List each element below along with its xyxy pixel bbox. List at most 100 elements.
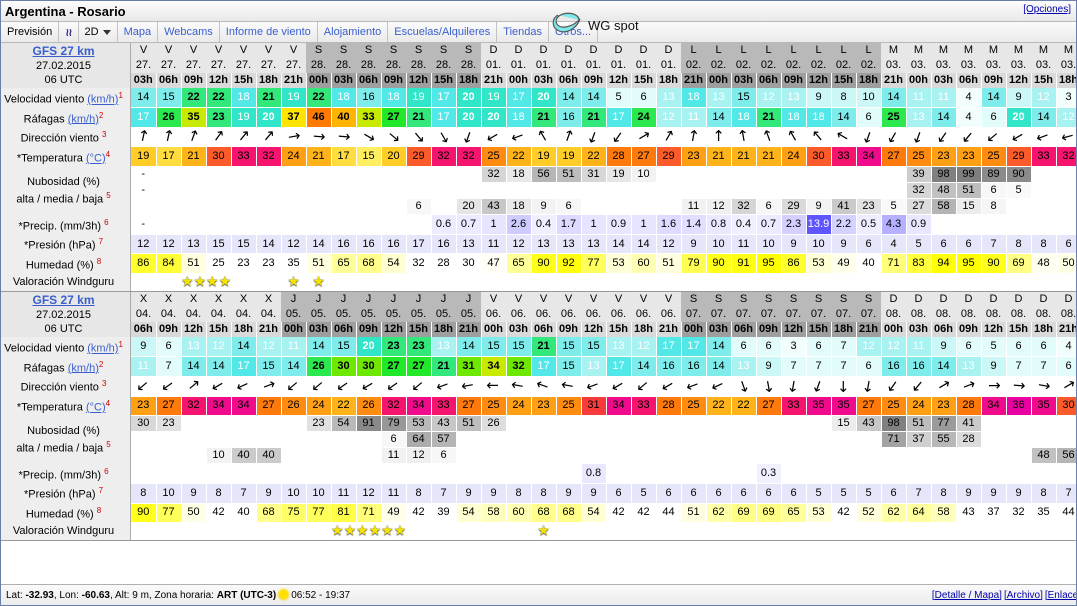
cloud-low-cell [631,198,657,216]
cloud-high-cell: 99 [956,166,982,184]
hour-label: 00h [706,73,732,88]
humidity-cell: 84 [156,253,182,275]
hour-label: 12h [1006,73,1032,88]
day-date: 27. [206,58,231,73]
row-label: *Precip. (mm/3h) 6 [1,463,131,484]
cloud-low-cell [631,447,657,465]
temperature-cell: 29 [406,146,432,168]
cloud-low-cell [1056,198,1076,216]
cloud-high-cell [506,415,532,433]
footer-link[interactable]: [Detalle / Mapa] [931,589,1002,601]
model-name[interactable]: GFS 27 km [32,44,95,58]
menu-item-2d[interactable]: 2D [79,22,118,42]
menu-item-webcams[interactable]: Webcams [158,22,220,42]
options-link[interactable]: [Opciones] [1023,4,1071,15]
temperature-cell: 25 [981,146,1007,168]
rating-cell [206,522,231,541]
cloud-low-cell: 43 [481,198,507,216]
cloud-high-cell [231,166,257,184]
footer-link[interactable]: [Archivo] [1003,589,1043,601]
day-name: V [130,43,156,58]
humidity-cell: 90 [130,503,157,524]
cloud-low-cell [1031,198,1057,216]
day-name: X [181,292,206,308]
footnote-marker: 1 [118,91,123,100]
wind-gust-cell: 12 [1056,107,1076,128]
wind-gust-cell: 20 [456,107,482,128]
wind-unit-link[interactable]: (km/h) [87,342,119,355]
wind-gust-cell: 13 [731,356,757,377]
cloud-low-cell: 48 [1031,447,1057,465]
footnote-marker: 8 [96,506,102,516]
day-name: J [281,292,306,308]
wind-unit-link[interactable]: (km/h) [87,93,119,106]
pressure-cell: 16 [356,234,382,255]
pressure-cell: 17 [406,234,432,255]
wind-direction-arrow-icon: ↑ [859,127,878,147]
menu-item-previsi-n[interactable]: Previsión [1,22,60,42]
cloud-high-cell [1056,166,1076,184]
menu-item-[interactable]: ≀≀ [59,22,79,42]
day-name: X [231,292,256,308]
day-name: L [806,43,831,58]
humidity-cell: 69 [731,503,757,524]
cloud-mid-cell [1031,431,1057,449]
cloud-low-cell [356,447,382,465]
rating-cell [681,273,706,292]
temp-unit-link[interactable]: (°C) [85,401,106,414]
menu-item-mapa[interactable]: Mapa [118,22,159,42]
pressure-cell: 8 [506,483,532,504]
gust-unit-link[interactable]: (km/h) [67,362,99,375]
humidity-cell: 75 [281,503,307,524]
menu-item-label: Alojamiento [323,26,382,38]
rating-cell [856,522,881,541]
wind-gust-cell: 37 [281,107,307,128]
cloud-low-cell [306,198,332,216]
hour-label: 21h [281,73,307,88]
cloud-high-cell: 23 [156,415,182,433]
wind-speed-cell: 13 [431,337,457,358]
rating-star-icon: ★ [381,522,394,539]
day-date: 02. [806,58,831,73]
menu-item-informe-de-viento[interactable]: Informe de viento [220,22,318,42]
footnote-marker: 8 [96,256,102,266]
precipitation-cell: 1.4 [681,214,707,235]
hour-label: 21h [1056,322,1076,338]
wind-direction-cell: ↑ [1056,127,1076,148]
pressure-cell: 6 [881,483,907,504]
cloud-high-cell [281,166,307,184]
wind-direction-arrow-icon: ↑ [1034,377,1054,394]
humidity-cell: 68 [356,253,382,275]
temp-unit-link[interactable]: (°C) [85,152,106,165]
cloud-low-cell [1006,447,1032,465]
gust-unit-link[interactable]: (km/h) [67,113,99,126]
cloud-mid-cell [281,431,307,449]
day-date: 05. [431,307,456,323]
pressure-cell: 9 [831,234,857,255]
menu-item-tiendas[interactable]: Tiendas [497,22,550,42]
temperature-cell: 22 [706,396,732,417]
day-name: M [931,43,956,58]
wind-direction-cell: ↑ [256,376,282,397]
menu-item-alojamiento[interactable]: Alojamiento [318,22,389,42]
day-date: 28. [306,58,331,73]
wind-speed-cell: 12 [881,337,907,358]
pressure-cell: 12 [130,234,157,255]
wind-direction-arrow-icon: ↑ [432,376,454,395]
temperature-cell: 15 [356,146,382,168]
temperature-cell: 33 [781,396,807,417]
day-date: 07. [856,307,881,323]
cloud-mid-cell [156,182,182,200]
cloud-low-cell [130,447,157,465]
footer-link[interactable]: [Enlace] [1044,589,1076,601]
precipitation-cell [231,463,257,484]
hour-label: 18h [631,322,657,338]
model-name[interactable]: GFS 27 km [32,293,95,308]
pressure-cell: 8 [406,483,432,504]
day-date: 08. [1056,307,1076,323]
longitude: Lon: -60.63 [59,589,110,601]
menu-item-escuelas-alquileres[interactable]: Escuelas/Alquileres [388,22,498,42]
footer-bar: Lat: -32.93, Lon: -60.63, Alt: 9 m, Zona… [1,584,1076,605]
cloud-low-cell: 20 [456,198,482,216]
humidity-cell: 23 [256,253,282,275]
